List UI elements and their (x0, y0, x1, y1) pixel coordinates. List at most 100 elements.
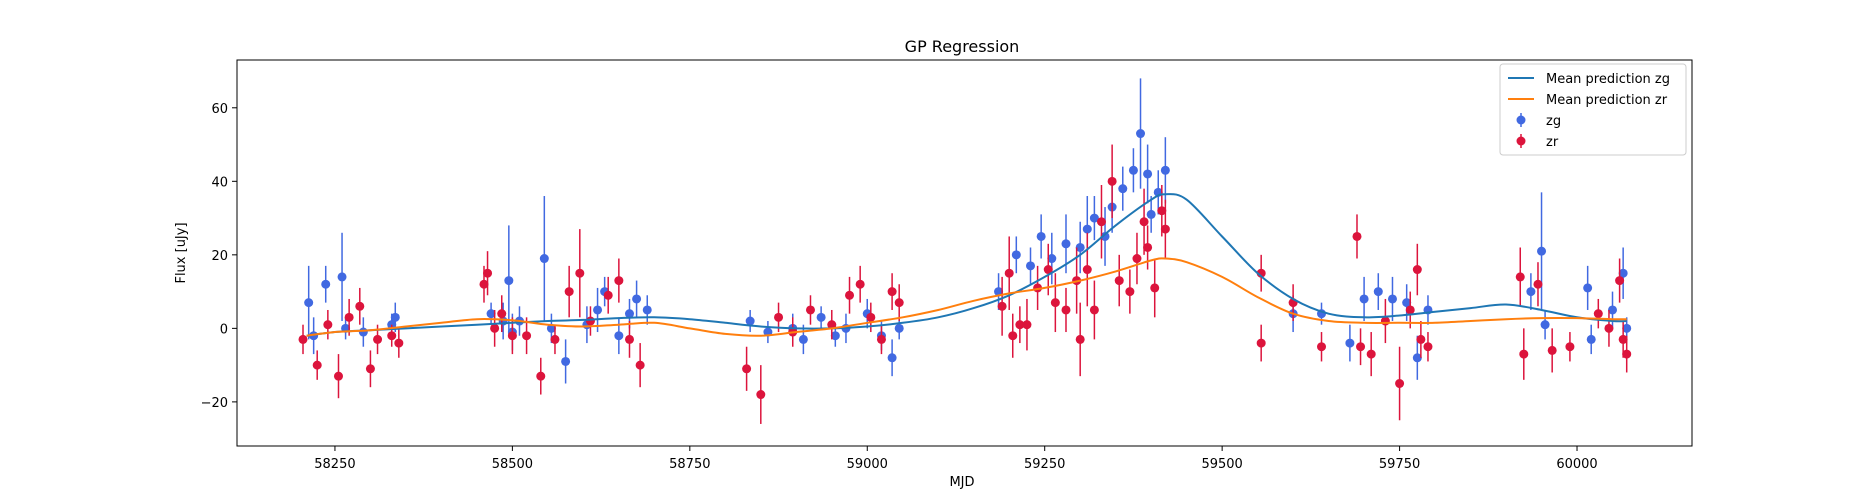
data-point-zg (1345, 338, 1355, 348)
data-point-zg (1359, 294, 1369, 304)
x-tick-label: 59500 (1201, 457, 1242, 472)
legend-point-swatch (1516, 136, 1526, 146)
data-point-zr (1157, 206, 1167, 216)
data-point-zg (1136, 129, 1146, 139)
data-point-zr (1139, 217, 1149, 227)
data-point-zr (1366, 349, 1376, 359)
data-point-zr (876, 334, 886, 344)
data-point-zr (497, 309, 507, 319)
data-point-zr (1022, 320, 1032, 330)
data-point-zg (1586, 334, 1596, 344)
plot-frame (236, 59, 1693, 447)
data-point-zr (1143, 242, 1153, 252)
data-point-zg (614, 331, 624, 341)
x-tick-label: 59750 (1379, 457, 1420, 472)
data-point-zg (390, 312, 400, 322)
data-point-zr (1256, 338, 1266, 348)
data-point-zr (1547, 345, 1557, 355)
data-point-zr (483, 268, 493, 278)
data-point-zr (997, 301, 1007, 311)
data-point-zr (575, 268, 585, 278)
data-point-zg (1089, 213, 1099, 223)
data-point-zr (312, 360, 322, 370)
data-point-zr (1380, 316, 1390, 326)
data-point-zr (1107, 176, 1117, 186)
data-point-zg (1061, 239, 1071, 249)
data-point-zr (1043, 265, 1053, 275)
data-point-zr (742, 364, 752, 374)
y-tick-label: 0 (220, 322, 228, 337)
data-point-zr (479, 279, 489, 289)
legend-point-swatch (1516, 115, 1526, 125)
x-axis: 58250 58500 58750 59000 59250 59500 59750 60000 (314, 446, 1598, 472)
data-point-zr (550, 334, 560, 344)
legend-item: zg (1516, 113, 1561, 129)
y-tick-label: 20 (211, 249, 228, 264)
data-point-zr (373, 334, 383, 344)
x-tick-label: 58500 (492, 457, 533, 472)
data-point-zr (1565, 342, 1575, 352)
data-point-zr (1533, 279, 1543, 289)
legend-label: Mean prediction zg (1546, 72, 1670, 87)
data-point-zr (845, 290, 855, 300)
data-point-zg (798, 334, 808, 344)
data-point-zr (1416, 334, 1426, 344)
data-point-zr (365, 364, 375, 374)
data-point-zr (564, 287, 574, 297)
y-tick-label: 40 (211, 175, 228, 190)
data-point-zr (805, 305, 815, 315)
y-axis: −20 0 20 40 60 (201, 102, 237, 411)
data-point-zr (866, 312, 876, 322)
data-point-zr (1008, 331, 1018, 341)
data-point-zr (1412, 265, 1422, 275)
data-point-zr (490, 323, 500, 333)
data-point-zr (1622, 349, 1632, 359)
data-point-zg (561, 356, 571, 366)
data-point-zr (387, 331, 397, 341)
series-zg (304, 78, 1632, 384)
data-point-zr (1423, 342, 1433, 352)
data-point-zr (635, 360, 645, 370)
data-point-zg (624, 309, 634, 319)
data-point-zg (337, 272, 347, 282)
data-point-zg (1118, 184, 1128, 194)
data-point-zg (1082, 224, 1092, 234)
data-point-zg (1412, 353, 1422, 363)
data-point-zg (1618, 268, 1628, 278)
data-point-zg (1402, 298, 1412, 308)
x-tick-label: 60000 (1556, 457, 1597, 472)
data-point-zr (344, 312, 354, 322)
data-point-zg (358, 327, 368, 337)
legend-item: zr (1516, 134, 1559, 150)
data-point-zr (1356, 342, 1366, 352)
data-point-zg (1011, 250, 1021, 260)
data-point-zg (632, 294, 642, 304)
legend-label: Mean prediction zr (1546, 93, 1668, 108)
data-point-zr (522, 331, 532, 341)
data-point-zr (827, 320, 837, 330)
data-point-zg (1075, 242, 1085, 252)
data-point-zr (1405, 305, 1415, 315)
data-point-zr (1604, 323, 1614, 333)
y-tick-label: −20 (201, 396, 228, 411)
data-point-zr (1096, 217, 1106, 227)
data-point-zg (1026, 261, 1036, 271)
data-point-zr (855, 279, 865, 289)
data-point-zr (894, 298, 904, 308)
data-point-zg (504, 276, 514, 286)
legend-item: Mean prediction zg (1508, 72, 1670, 87)
data-point-zg (1387, 294, 1397, 304)
data-point-zg (1128, 165, 1138, 175)
x-tick-label: 59000 (847, 457, 888, 472)
data-point-zg (745, 316, 755, 326)
data-point-zg (830, 331, 840, 341)
data-point-zr (1125, 287, 1135, 297)
data-point-zr (1618, 334, 1628, 344)
data-point-zg (1537, 246, 1547, 256)
legend-label: zg (1546, 114, 1561, 129)
data-point-zg (1047, 254, 1057, 264)
data-point-zr (355, 301, 365, 311)
data-point-zg (816, 312, 826, 322)
